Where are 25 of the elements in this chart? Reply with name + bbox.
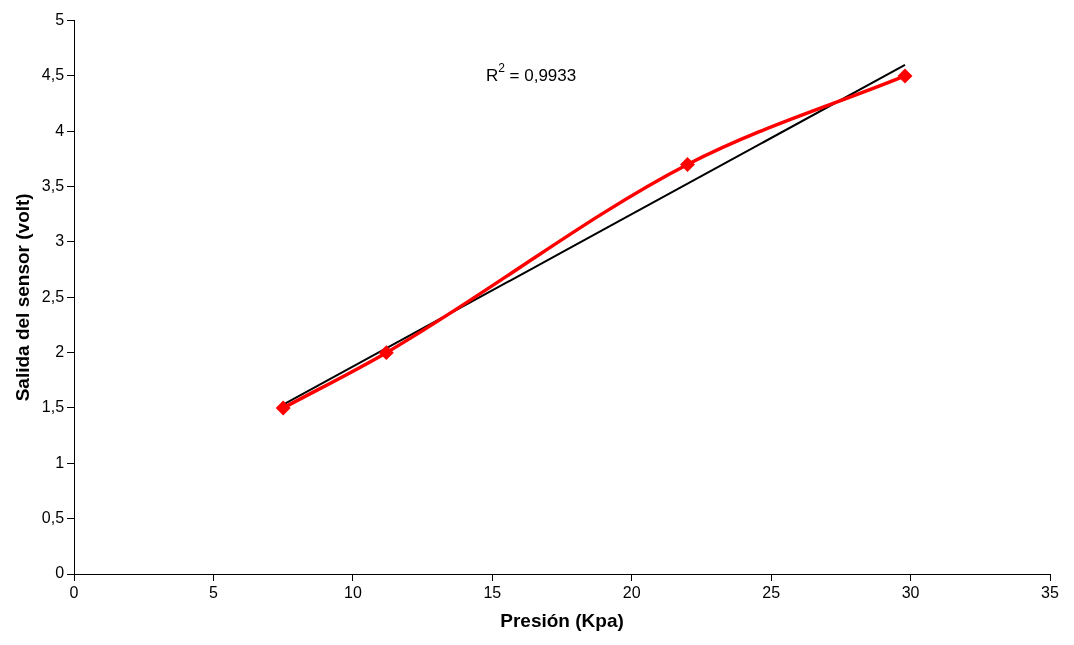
- y-tick-label: 5: [55, 11, 65, 29]
- x-tick-label: 25: [762, 584, 781, 602]
- x-tick-label: 30: [901, 584, 920, 602]
- point: [276, 401, 290, 415]
- y-tick-label: 2: [55, 343, 65, 361]
- y-axis-title: Salida del sensor (volt): [11, 193, 33, 402]
- y-tick-label: 1: [55, 453, 65, 471]
- x-tick-label: 10: [343, 584, 362, 602]
- y-tick-label: 1,5: [41, 398, 65, 416]
- x-tick-label: 15: [483, 584, 502, 602]
- x-axis-title: Presión (Kpa): [500, 609, 624, 631]
- x-tick-label: 0: [69, 584, 79, 602]
- y-tick-label: 3,5: [41, 177, 65, 195]
- point: [379, 345, 394, 360]
- x-tick-label: 35: [1041, 584, 1059, 602]
- point: [680, 157, 695, 172]
- point: [898, 69, 912, 83]
- y-tick-label: 2,5: [41, 287, 65, 305]
- y-tick-label: 0: [55, 564, 65, 582]
- x-tick-label: 20: [622, 584, 641, 602]
- x-tick-label: 5: [209, 584, 219, 602]
- y-tick-label: 4: [55, 121, 65, 139]
- y-tick-label: 4,5: [41, 66, 65, 84]
- y-tick-label: 3: [55, 232, 65, 250]
- y-tick-label: 0,5: [41, 509, 65, 527]
